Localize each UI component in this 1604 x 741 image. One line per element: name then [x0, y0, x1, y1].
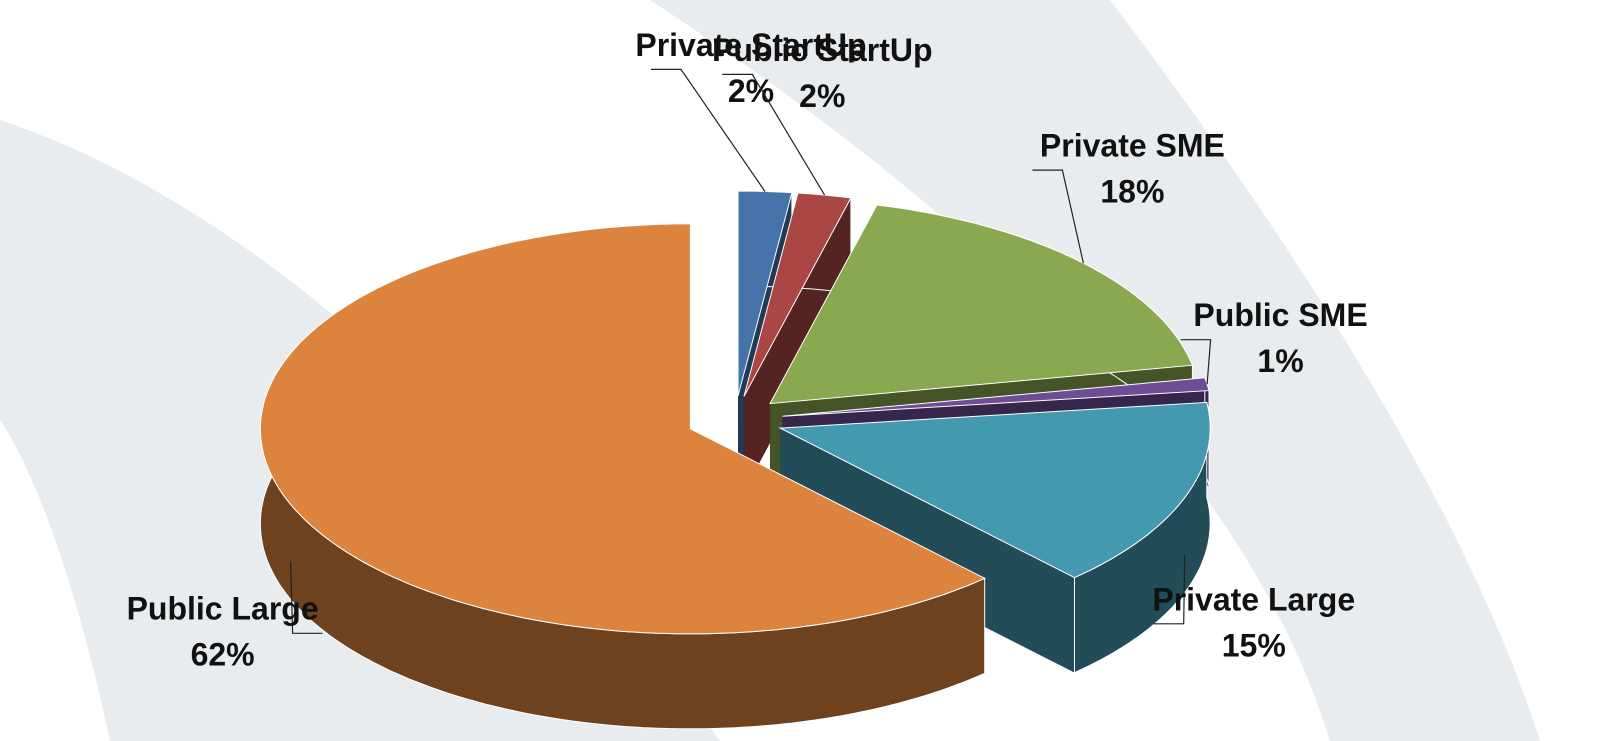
leader-line [1032, 169, 1084, 264]
labels: Private StartUp 2% Public StartUp 2% Private… [127, 27, 1368, 673]
leader-line [1180, 339, 1212, 385]
value-label: 2% [728, 73, 774, 109]
leader-line [1153, 554, 1186, 625]
category-label: Private Large [1152, 581, 1355, 617]
category-label: Private StartUp [635, 27, 866, 63]
pie [259, 190, 1211, 730]
slice [778, 401, 1211, 579]
value-label: 1% [1257, 343, 1303, 379]
value-label: 2% [799, 78, 845, 114]
leader-line [651, 68, 766, 192]
leader-line [722, 73, 826, 196]
leader-line [290, 561, 323, 634]
category-label: Public Large [127, 591, 319, 627]
category-label: Public StartUp [712, 32, 932, 68]
value-label: 62% [191, 637, 255, 673]
category-label: Public SME [1193, 297, 1367, 333]
value-label: 15% [1222, 627, 1286, 663]
category-label: Private SME [1040, 128, 1225, 164]
slice [259, 223, 986, 635]
background-band [650, 0, 1540, 741]
value-label: 18% [1100, 174, 1164, 210]
